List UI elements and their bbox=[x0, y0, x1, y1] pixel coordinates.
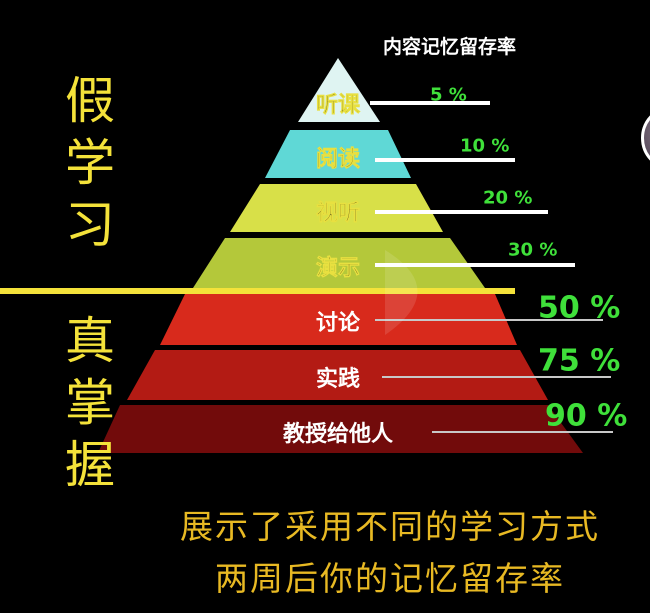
pyramid-layer bbox=[160, 294, 517, 345]
pyramid-layer bbox=[298, 58, 380, 122]
retention-percent: 30 % bbox=[508, 239, 557, 260]
side-char: 假 bbox=[65, 72, 115, 130]
caption-line-1: 展示了采用不同的学习方式 bbox=[180, 507, 600, 546]
side-char: 掌 bbox=[65, 374, 115, 432]
side-char: 习 bbox=[65, 196, 115, 254]
pyramid-layer bbox=[127, 350, 548, 400]
fake-learning-label: 假 学 习 bbox=[62, 70, 118, 256]
pyramid-layer bbox=[98, 405, 583, 453]
retention-percent: 5 % bbox=[430, 84, 467, 105]
layer-label: 听课 bbox=[316, 93, 361, 118]
layer-label: 教授给他人 bbox=[283, 421, 393, 447]
retention-percent: 20 % bbox=[483, 187, 532, 208]
real-mastery-label: 真 掌 握 bbox=[62, 310, 118, 496]
layer-label: 实践 bbox=[316, 366, 360, 392]
side-char: 握 bbox=[65, 436, 115, 494]
retention-percent: 90 % bbox=[545, 399, 627, 434]
layer-label: 阅读 bbox=[316, 147, 360, 172]
divider-line bbox=[0, 288, 515, 294]
pyramid-layer bbox=[230, 184, 443, 232]
play-overlay-icon bbox=[385, 250, 418, 335]
retention-percent: 10 % bbox=[460, 135, 509, 156]
layer-label: 演示 bbox=[316, 255, 360, 281]
pyramid-layer bbox=[265, 130, 411, 178]
pyramid-layer bbox=[193, 238, 485, 288]
retention-percent: 75 % bbox=[538, 344, 620, 379]
retention-percent: 50 % bbox=[538, 291, 620, 326]
side-char: 真 bbox=[65, 312, 115, 370]
side-char: 学 bbox=[65, 134, 115, 192]
retention-title: 内容记忆留存率 bbox=[383, 36, 517, 58]
caption-line-2: 两周后你的记忆留存率 bbox=[215, 559, 565, 598]
layer-label: 视听 bbox=[316, 200, 360, 226]
layer-label: 讨论 bbox=[316, 310, 361, 336]
